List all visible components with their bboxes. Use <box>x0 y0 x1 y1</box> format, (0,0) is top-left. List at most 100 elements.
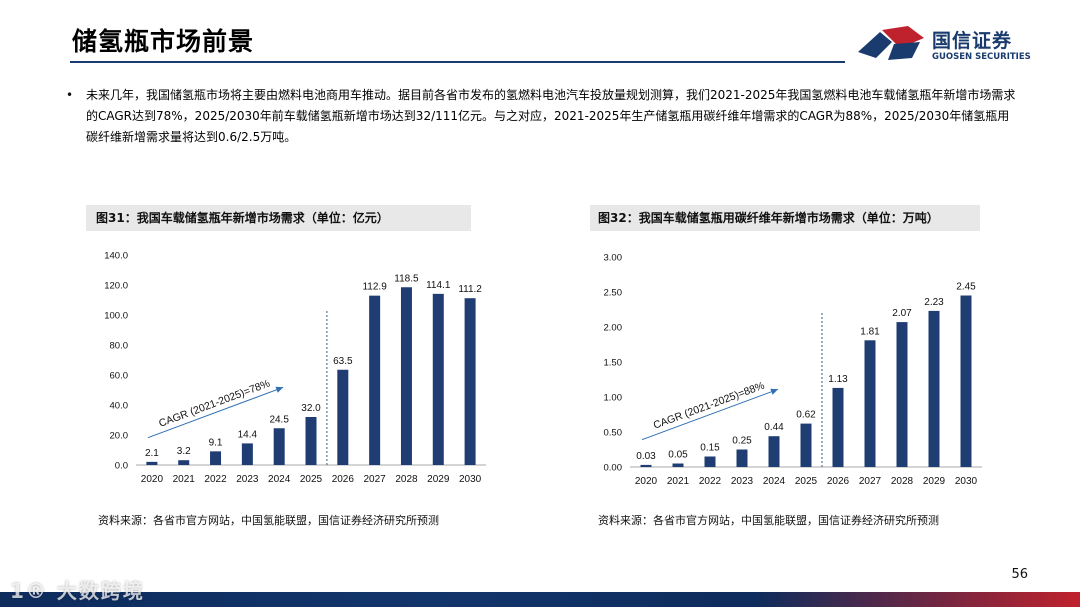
bar <box>768 436 780 467</box>
data-label: 1.81 <box>860 326 880 337</box>
x-tick-label: 2022 <box>204 474 227 485</box>
bar <box>273 428 285 465</box>
x-tick-label: 2029 <box>427 474 450 485</box>
bar <box>400 287 412 465</box>
cagr-arrow <box>147 386 284 439</box>
company-logo: 国信证券 GUOSEN SECURITIES <box>858 22 1058 66</box>
x-tick-label: 2020 <box>141 474 164 485</box>
bar-chart-carbon-fiber-demand: 0.00 0.50 1.00 1.50 2.00 2.50 3.00 0.03 2020 0.05… <box>604 253 982 487</box>
cagr-arrow <box>641 388 779 441</box>
y-tick-label: 40.0 <box>110 401 129 412</box>
bar <box>178 460 190 465</box>
data-label: 112.9 <box>362 282 387 293</box>
x-tick-label: 2024 <box>763 476 786 487</box>
x-tick-label: 2023 <box>731 476 754 487</box>
y-tick-label: 0.50 <box>604 428 623 439</box>
x-tick-label: 2030 <box>955 476 978 487</box>
bar <box>960 295 972 467</box>
data-label: 111.2 <box>458 284 482 295</box>
y-tick-label: 1.00 <box>604 393 623 404</box>
x-tick-label: 2025 <box>300 474 323 485</box>
y-tick-label: 0.0 <box>115 461 128 472</box>
data-label: 2.45 <box>956 282 976 293</box>
x-tick-label: 2021 <box>667 476 690 487</box>
data-label: 0.03 <box>636 451 656 462</box>
data-label: 0.25 <box>732 436 752 447</box>
bar <box>704 456 716 467</box>
data-label: 0.15 <box>700 443 720 454</box>
bar <box>800 423 812 467</box>
figure-source: 资料来源：各省市官方网站，中国氢能联盟，国信证券经济研究所预测 <box>598 514 939 527</box>
x-tick-label: 2028 <box>395 474 418 485</box>
data-label: 118.5 <box>394 273 419 284</box>
watermark: 1® 大数跨境 <box>10 579 145 603</box>
cagr-arrow-head <box>770 388 778 395</box>
cagr-annotation: CAGR (2021-2025)=88% <box>652 380 766 432</box>
logo-text-en: GUOSEN SECURITIES <box>932 52 1031 62</box>
x-tick-label: 2022 <box>699 476 722 487</box>
data-label: 0.05 <box>668 450 688 461</box>
bar <box>337 369 349 465</box>
page-title: 储氢瓶市场前景 <box>72 27 255 56</box>
figure-title-bar <box>86 205 471 231</box>
x-tick-label: 2025 <box>795 476 818 487</box>
header-divider <box>70 61 845 63</box>
x-tick-label: 2024 <box>268 474 291 485</box>
footer-bar <box>0 592 1080 607</box>
bar <box>896 322 908 467</box>
bar <box>241 443 253 465</box>
y-tick-label: 2.00 <box>604 323 623 334</box>
x-tick-label: 2027 <box>364 474 387 485</box>
data-label: 114.1 <box>426 280 451 291</box>
y-tick-label: 0.00 <box>604 463 623 474</box>
bar <box>832 387 844 467</box>
y-tick-label: 1.50 <box>604 358 623 369</box>
cagr-annotation: CAGR (2021-2025)=78% <box>157 378 271 430</box>
figure-title: 图31：我国车载储氢瓶年新增市场需求（单位：亿元） <box>96 211 389 225</box>
page-number: 56 <box>1011 567 1028 582</box>
y-tick-label: 2.50 <box>604 288 623 299</box>
figure-title: 图32：我国车载储氢瓶用碳纤维年新增市场需求（单位：万吨） <box>598 211 939 225</box>
data-label: 2.07 <box>892 308 912 319</box>
y-tick-label: 3.00 <box>604 253 623 264</box>
figure-source: 资料来源：各省市官方网站，中国氢能联盟，国信证券经济研究所预测 <box>98 514 439 527</box>
y-tick-label: 60.0 <box>110 371 129 382</box>
bar <box>928 310 940 467</box>
data-label: 1.13 <box>828 374 848 385</box>
y-tick-label: 120.0 <box>104 281 128 292</box>
bar <box>146 461 158 465</box>
figure-title-bar <box>590 205 980 231</box>
data-label: 63.5 <box>333 356 353 367</box>
cagr-arrow-line <box>147 386 284 439</box>
cagr-arrow-head <box>275 386 284 393</box>
data-label: 2.23 <box>924 297 944 308</box>
bar <box>464 298 476 465</box>
x-tick-label: 2020 <box>635 476 658 487</box>
bullet-marker: • <box>66 88 74 102</box>
y-tick-label: 140.0 <box>104 251 128 262</box>
bar <box>640 464 652 467</box>
data-label: 14.4 <box>238 429 258 440</box>
y-tick-label: 100.0 <box>104 311 128 322</box>
cagr-arrow-line <box>641 388 779 441</box>
bar <box>305 417 317 465</box>
bar <box>672 463 684 467</box>
x-tick-label: 2028 <box>891 476 914 487</box>
data-label: 24.5 <box>269 414 289 425</box>
logo-text-cn: 国信证券 <box>932 30 1013 52</box>
y-tick-label: 20.0 <box>110 431 129 442</box>
data-label: 3.2 <box>177 446 191 457</box>
bar <box>864 340 876 467</box>
x-tick-label: 2021 <box>173 474 196 485</box>
x-tick-label: 2029 <box>923 476 946 487</box>
data-label: 0.44 <box>764 422 784 433</box>
data-label: 0.62 <box>796 410 816 421</box>
data-label: 9.1 <box>209 437 223 448</box>
bar <box>736 449 748 467</box>
data-label: 32.0 <box>301 403 321 414</box>
x-tick-label: 2030 <box>459 474 482 485</box>
x-tick-label: 2023 <box>236 474 259 485</box>
data-label: 2.1 <box>145 448 159 459</box>
x-tick-label: 2026 <box>827 476 850 487</box>
y-tick-label: 80.0 <box>110 341 129 352</box>
